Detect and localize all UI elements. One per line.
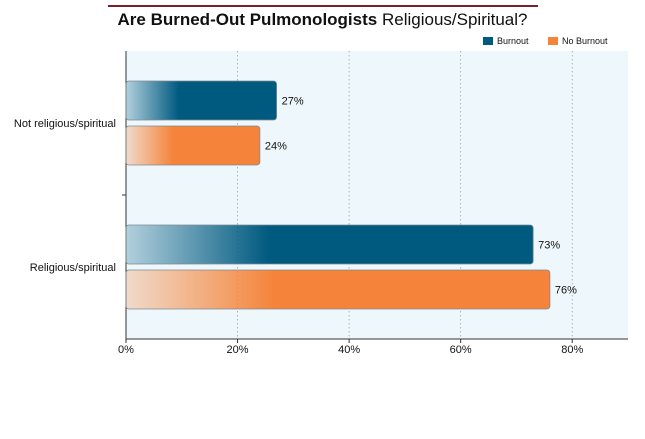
x-tick-label-80: 80% [561,344,583,356]
x-tick-label-40: 40% [338,344,360,356]
data-label-1-1: 76% [555,285,577,297]
title-rule [108,5,538,7]
legend-label-burnout: Burnout [497,36,529,46]
bar-0-1 [125,224,534,265]
y-category-label-1: Religious/spiritual [30,262,116,274]
data-label-0-1: 73% [538,240,560,252]
legend-item-burnout: Burnout [483,35,529,47]
x-tick-label-20: 20% [227,344,249,356]
legend-swatch-no-burnout [548,37,558,45]
chart-title: Are Burned-Out Pulmonologists Religious/… [0,9,645,31]
chart-title-light: Religious/Spiritual? [381,10,528,29]
legend-swatch-burnout [483,37,493,45]
legend-label-no-burnout: No Burnout [562,36,608,46]
x-tick-label-60: 60% [450,344,472,356]
data-label-1-0: 24% [265,141,287,153]
bar-1-1 [125,269,551,310]
y-category-label-0: Not religious/spiritual [14,118,116,130]
data-label-0-0: 27% [282,96,304,108]
bar-0-0 [125,80,278,121]
chart-title-bold: Are Burned-Out Pulmonologists [117,10,378,29]
bar-1-0 [125,125,261,166]
legend-item-no-burnout: No Burnout [548,35,608,47]
x-tick-label-0: 0% [118,344,134,356]
